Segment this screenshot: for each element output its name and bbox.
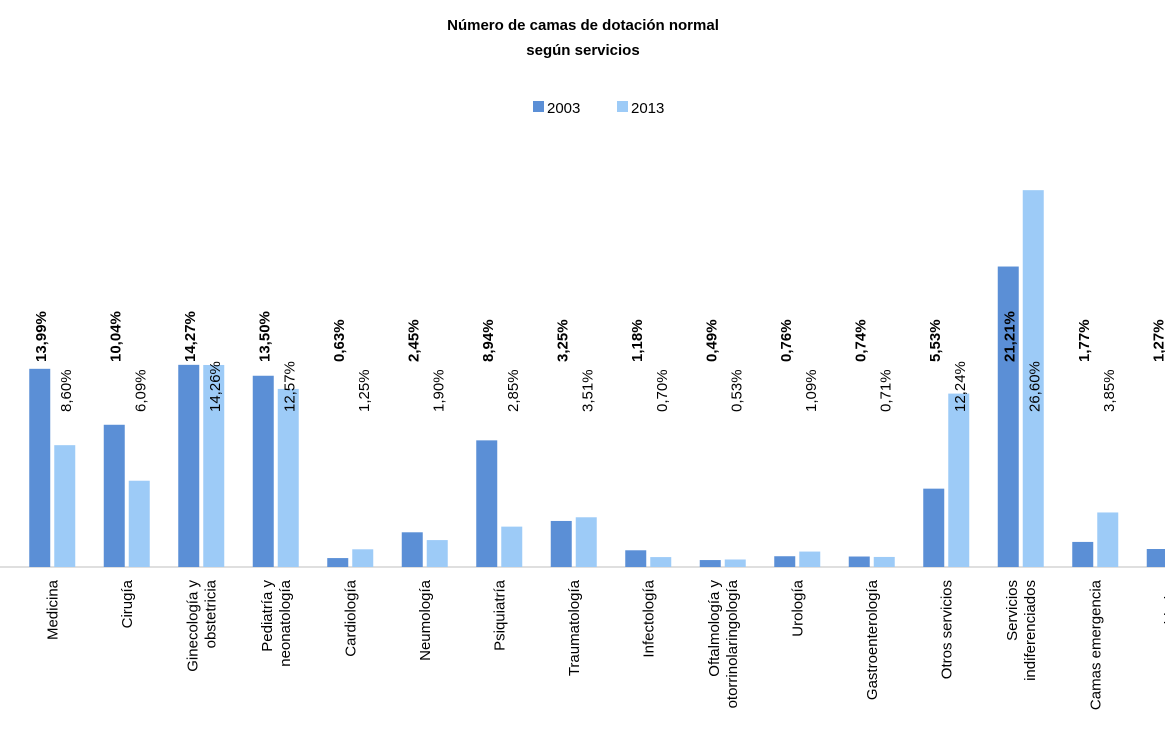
legend-swatch (617, 101, 628, 112)
data-label: 8,94% (480, 319, 497, 362)
data-label: 0,63% (331, 319, 348, 362)
bar (252, 375, 274, 567)
data-label: 0,76% (778, 319, 795, 362)
data-label: 12,24% (952, 361, 969, 412)
x-tick-label: Camas emergencia (1087, 579, 1104, 710)
bar (426, 540, 448, 567)
x-tick-label: Ginecología yobstetricia (184, 579, 219, 671)
data-label: 6,09% (132, 369, 149, 412)
x-tick-label: Cardiología (342, 579, 359, 656)
bar (29, 368, 51, 567)
x-tick-label: Neumología (417, 579, 434, 661)
x-tick-label: Camas cuidados (1162, 580, 1165, 692)
bar (948, 393, 970, 567)
data-label: 1,27% (1150, 319, 1165, 362)
bar (103, 424, 125, 567)
data-label: 21,21% (1001, 311, 1018, 362)
data-label: 8,60% (58, 369, 75, 412)
x-tick-label: Gastroenterología (864, 579, 881, 700)
x-tick-label: Infectología (640, 579, 657, 657)
bar (327, 558, 349, 567)
data-label: 0,74% (852, 319, 869, 362)
data-label: 3,25% (554, 319, 571, 362)
x-tick-label: Oftalmología yotorrinolaringología (706, 579, 741, 708)
bar (625, 550, 647, 567)
data-label: 1,09% (803, 369, 820, 412)
data-label: 14,26% (207, 361, 224, 412)
data-label: 0,53% (728, 369, 745, 412)
data-label: 3,51% (579, 369, 596, 412)
data-label: 13,50% (256, 311, 273, 362)
data-label: 12,57% (281, 361, 298, 412)
bar (550, 520, 572, 567)
chart-title: Número de camas de dotación normal según … (447, 17, 719, 59)
data-label: 10,04% (107, 311, 124, 362)
data-label: 0,49% (703, 319, 720, 362)
data-label: 14,27% (182, 311, 199, 362)
bar (178, 364, 200, 567)
bar (476, 440, 498, 567)
x-tick-label: Pediatría yneonatología (259, 579, 294, 666)
bar (699, 560, 721, 567)
bar (1097, 512, 1119, 567)
bar (997, 266, 1019, 567)
bar (54, 445, 76, 567)
data-label: 1,77% (1076, 319, 1093, 362)
bar (724, 559, 746, 567)
data-label: 2,85% (505, 369, 522, 412)
bar (128, 480, 150, 567)
x-tick-label: Psiquiatría (491, 579, 508, 651)
data-label: 26,60% (1026, 361, 1043, 412)
x-tick-label: Medicina (44, 579, 61, 640)
legend-swatch (533, 101, 544, 112)
x-tick-label: Serviciosindiferenciados (1004, 580, 1039, 681)
data-label: 1,90% (430, 369, 447, 412)
bar (923, 488, 945, 567)
bar (873, 556, 895, 567)
data-label: 0,70% (654, 369, 671, 412)
data-label: 3,85% (1101, 369, 1118, 412)
data-label: 5,53% (927, 319, 944, 362)
bar (575, 517, 597, 567)
x-tick-label: Traumatología (566, 579, 583, 676)
data-label: 1,25% (356, 369, 373, 412)
x-tick-label: Urología (789, 579, 806, 636)
bar (774, 556, 796, 567)
data-label: 2,45% (405, 319, 422, 362)
bar (1022, 190, 1044, 567)
bar (1146, 549, 1165, 567)
data-label: 1,18% (629, 319, 646, 362)
data-label: 13,99% (33, 311, 50, 362)
bar (277, 388, 299, 567)
bar (352, 549, 374, 567)
x-tick-label: Cirugía (119, 579, 136, 628)
legend-label: 2003 (547, 100, 580, 117)
legend-label: 2013 (631, 100, 664, 117)
bar (501, 526, 523, 567)
bar (650, 557, 672, 567)
x-tick-label: Otros servicios (938, 580, 955, 679)
bar (799, 551, 821, 567)
bar (203, 364, 225, 567)
bar (1072, 541, 1094, 567)
bar (848, 556, 870, 567)
bar (401, 532, 423, 567)
data-label: 0,71% (877, 369, 894, 412)
